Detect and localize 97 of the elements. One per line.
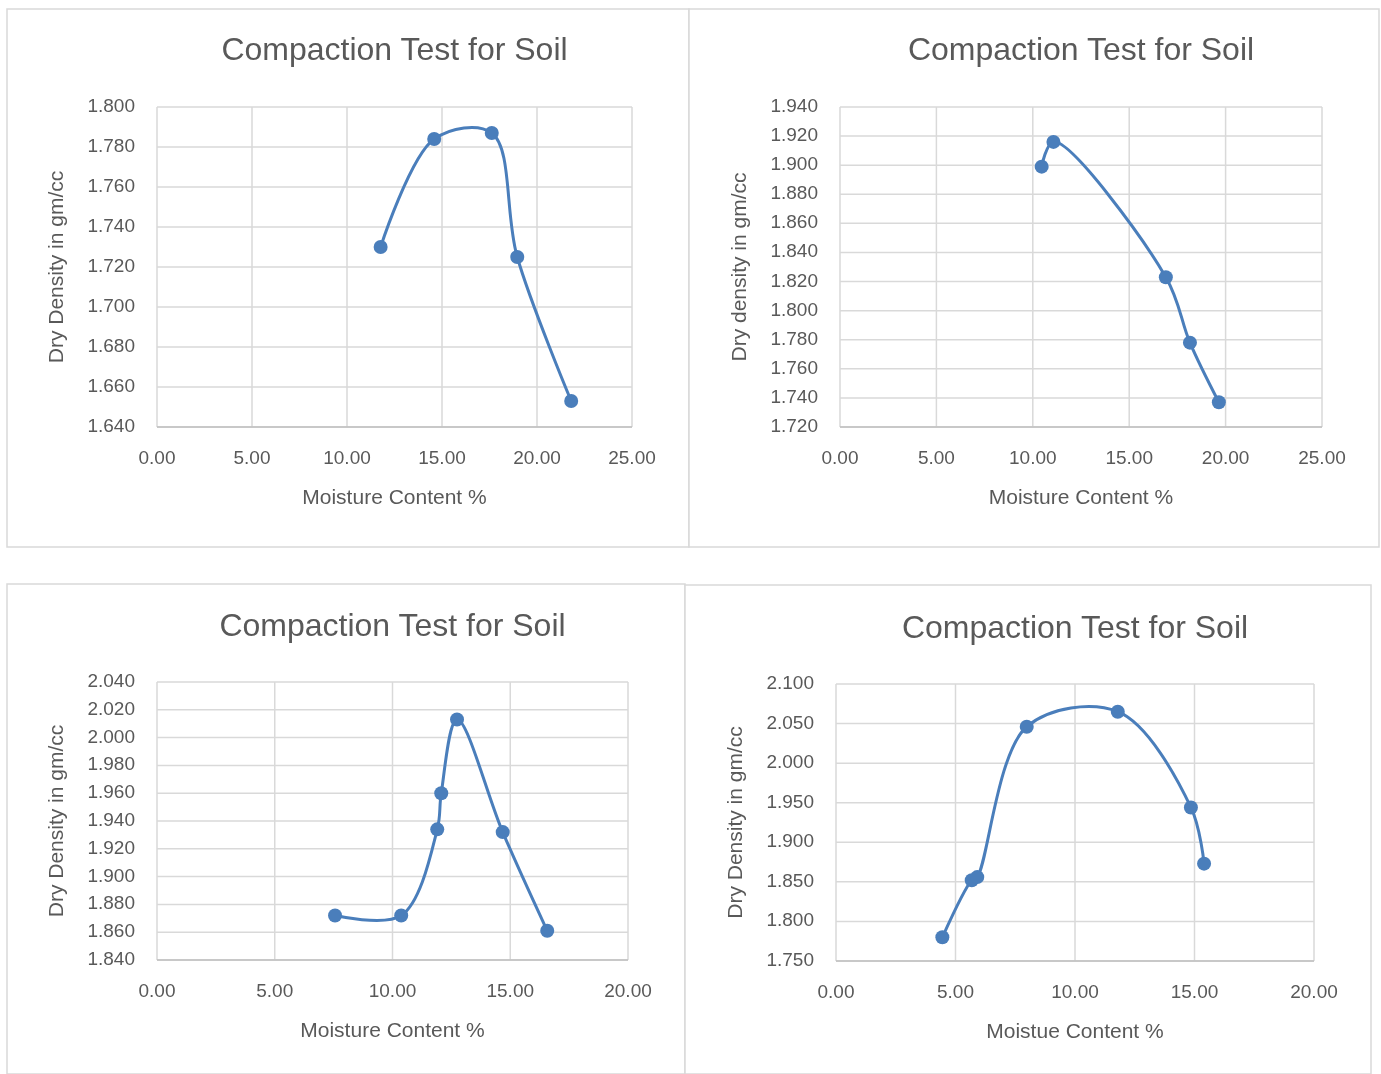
y-axis-title: Dry Density in gm/cc [43, 724, 67, 918]
x-axis-title: Moisture Content % [988, 484, 1174, 508]
x-tick-label: 5.00 [917, 447, 955, 469]
x-axis-title: Moisture Content % [302, 484, 487, 508]
y-tick-label: 1.800 [87, 95, 135, 117]
y-tick-label: 2.100 [766, 672, 814, 694]
x-tick-label: 5.00 [937, 981, 974, 1003]
point [1019, 719, 1034, 734]
x-tick-label: 15.00 [418, 447, 466, 469]
y-axis-title: Dry Density in gm/cc [722, 726, 746, 919]
y-tick-label: 2.020 [87, 697, 135, 719]
x-tick-label: 10.00 [323, 447, 371, 469]
y-tick-label: 1.880 [87, 892, 135, 914]
point [1211, 395, 1226, 410]
y-tick-label: 1.860 [770, 211, 818, 233]
y-tick-label: 1.800 [766, 909, 814, 931]
y-tick-label: 1.760 [87, 175, 135, 197]
y-tick-label: 1.720 [770, 415, 818, 437]
point [1183, 800, 1198, 815]
y-tick-label: 2.000 [87, 725, 135, 747]
x-tick-label: 0.00 [817, 981, 855, 1003]
point [1182, 335, 1197, 350]
x-axis-title: Moisture Content % [300, 1017, 485, 1041]
y-tick-label: 1.950 [766, 790, 814, 812]
chart-title: Compaction Test for Soil [901, 609, 1249, 646]
y-tick-label: 1.880 [770, 182, 818, 204]
x-tick-label: 15.00 [1105, 447, 1153, 469]
y-tick-label: 1.700 [87, 295, 135, 317]
point [328, 908, 343, 923]
x-tick-label: 10.00 [1009, 447, 1057, 469]
point [373, 240, 388, 254]
point [394, 908, 409, 923]
x-tick-label: 15.00 [486, 980, 535, 1002]
point [1034, 159, 1049, 174]
y-tick-label: 1.850 [766, 869, 814, 891]
x-tick-label: 5.00 [256, 980, 294, 1002]
chart-title: Compaction Test for Soil [219, 607, 566, 644]
y-tick-label: 1.780 [87, 135, 135, 157]
point [434, 786, 449, 801]
y-tick-label: 1.740 [87, 215, 135, 237]
y-axis-title: Dry Density in gm/cc [43, 170, 67, 364]
point [430, 822, 445, 837]
point [1110, 704, 1125, 719]
y-tick-label: 2.040 [87, 670, 135, 692]
x-tick-label: 20.00 [513, 447, 561, 469]
chart-title: Compaction Test for Soil [907, 31, 1255, 68]
point [540, 923, 555, 938]
x-tick-label: 10.00 [1051, 981, 1099, 1003]
x-tick-label: 10.00 [368, 980, 417, 1002]
y-tick-label: 1.840 [770, 240, 818, 262]
x-tick-label: 25.00 [608, 447, 656, 469]
point [1046, 134, 1061, 149]
point [935, 930, 950, 945]
y-tick-label: 1.760 [770, 356, 818, 378]
y-tick-label: 1.900 [770, 153, 818, 175]
x-tick-label: 25.00 [1298, 447, 1346, 469]
y-tick-label: 1.720 [87, 255, 135, 277]
x-tick-label: 20.00 [1201, 447, 1250, 469]
point [450, 712, 465, 727]
y-tick-label: 2.000 [766, 751, 814, 773]
y-tick-label: 1.900 [766, 830, 814, 852]
x-tick-label: 0.00 [138, 980, 176, 1002]
y-tick-label: 1.940 [87, 809, 135, 831]
y-tick-label: 1.680 [87, 335, 135, 357]
y-tick-label: 1.640 [87, 415, 135, 437]
point [1158, 270, 1173, 285]
chart-title: Compaction Test for Soil [221, 31, 568, 68]
y-tick-label: 1.980 [87, 753, 135, 775]
y-tick-label: 1.820 [770, 269, 818, 291]
y-tick-label: 1.960 [87, 781, 135, 803]
point [970, 870, 985, 885]
y-tick-label: 1.800 [770, 298, 818, 320]
x-tick-label: 5.00 [233, 447, 271, 469]
y-tick-label: 1.660 [87, 375, 135, 397]
x-tick-label: 20.00 [604, 980, 652, 1002]
y-axis-title: Dry density in gm/cc [726, 172, 750, 362]
point [564, 394, 579, 408]
point [510, 250, 525, 264]
y-tick-label: 1.840 [87, 948, 135, 970]
y-tick-label: 1.900 [87, 864, 135, 886]
x-axis-title: Moistue Content % [986, 1018, 1164, 1042]
x-tick-label: 15.00 [1170, 981, 1219, 1003]
y-tick-label: 1.750 [766, 949, 814, 971]
y-tick-label: 1.780 [770, 327, 818, 349]
point [495, 825, 510, 840]
y-tick-label: 1.740 [770, 385, 818, 407]
x-tick-label: 20.00 [1290, 981, 1338, 1003]
y-tick-label: 1.920 [87, 836, 135, 858]
y-tick-label: 1.920 [770, 124, 818, 146]
y-tick-label: 2.050 [766, 711, 814, 733]
y-tick-label: 1.940 [770, 95, 818, 117]
point [484, 126, 499, 140]
x-tick-label: 0.00 [138, 447, 176, 469]
point [427, 132, 442, 146]
point [1197, 856, 1212, 871]
x-tick-label: 0.00 [821, 447, 859, 469]
y-tick-label: 1.860 [87, 920, 135, 942]
